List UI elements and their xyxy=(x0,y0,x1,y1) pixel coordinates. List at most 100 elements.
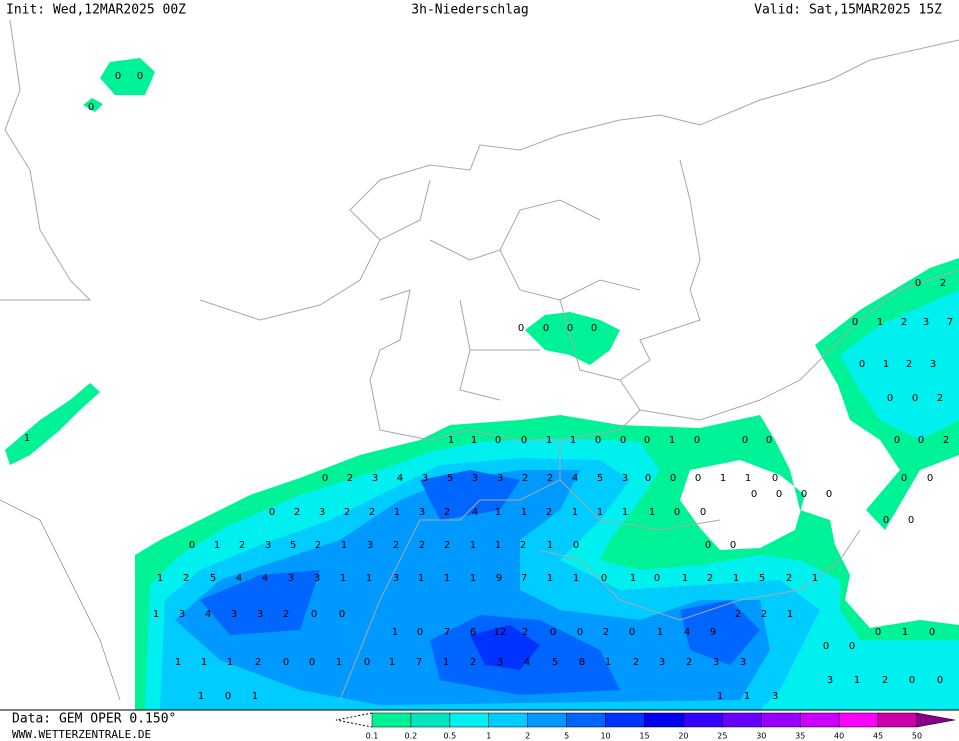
valid-time: Valid: Sat,15MAR2025 15Z xyxy=(754,3,942,18)
colorbar-box xyxy=(527,712,567,728)
precip-value: 0 xyxy=(620,435,626,446)
precip-value: 5 xyxy=(552,657,558,668)
precip-value: 0 xyxy=(705,540,711,551)
precip-value: 3 xyxy=(472,473,478,484)
precip-value: 1 xyxy=(418,573,424,584)
precip-value: 0 xyxy=(88,102,94,113)
website: WWW.WETTERZENTRALE.DE xyxy=(12,728,151,741)
precip-value: 3 xyxy=(930,359,936,370)
precip-value: 3 xyxy=(265,540,271,551)
precip-value: 4 xyxy=(572,473,578,484)
precip-value: 1 xyxy=(24,433,30,444)
precip-value: 1 xyxy=(153,609,159,620)
precip-area xyxy=(83,58,155,112)
precip-value: 3 xyxy=(659,657,665,668)
precip-value: 2 xyxy=(547,473,553,484)
precip-value: 0 xyxy=(115,71,121,82)
precip-value: 2 xyxy=(546,507,552,518)
precip-value: 0 xyxy=(776,489,782,500)
precip-value: 0 xyxy=(189,540,195,551)
precip-value: 1 xyxy=(470,573,476,584)
precip-value: 0 xyxy=(694,435,700,446)
precip-value: 1 xyxy=(547,573,553,584)
colorbar-label: 10 xyxy=(600,732,610,741)
precip-value: 5 xyxy=(290,540,296,551)
precip-value: 3 xyxy=(827,675,833,686)
precip-value: 1 xyxy=(495,540,501,551)
precip-value: 0 xyxy=(852,317,858,328)
precip-value: 1 xyxy=(392,627,398,638)
precip-value: 1 xyxy=(546,435,552,446)
colorbar-label: 25 xyxy=(717,732,727,741)
precip-value: 3 xyxy=(422,473,428,484)
precip-value: 0 xyxy=(849,641,855,652)
precip-value: 0 xyxy=(283,657,289,668)
precip-value: 2 xyxy=(761,609,767,620)
precip-value: 1 xyxy=(883,359,889,370)
precip-value: 1 xyxy=(389,657,395,668)
map-title: 3h-Niederschlag xyxy=(411,3,528,18)
precip-value: 1 xyxy=(669,435,675,446)
precip-value: 2 xyxy=(520,540,526,551)
colorbar-box xyxy=(644,712,684,728)
precip-value: 8 xyxy=(579,657,585,668)
precip-value: 0 xyxy=(742,435,748,446)
precip-value: 0 xyxy=(339,609,345,620)
precip-value: 1 xyxy=(657,627,663,638)
precip-value: 2 xyxy=(633,657,639,668)
precip-value: 2 xyxy=(603,627,609,638)
precip-value: 2 xyxy=(419,540,425,551)
precip-value: 12 xyxy=(494,627,507,638)
precip-value: 0 xyxy=(543,323,549,334)
precip-value: 1 xyxy=(682,573,688,584)
precip-value: 2 xyxy=(901,317,907,328)
precip-value: 2 xyxy=(347,473,353,484)
precip-value: 1 xyxy=(443,657,449,668)
state-border xyxy=(429,199,641,401)
precip-value: 1 xyxy=(570,435,576,446)
precip-value: 0 xyxy=(591,323,597,334)
precip-value: 4 xyxy=(472,507,478,518)
precip-value: 6 xyxy=(470,627,476,638)
precip-value: 1 xyxy=(521,507,527,518)
colorbar-low-arrow xyxy=(335,712,373,728)
precip-value: 1 xyxy=(572,507,578,518)
precip-value: 1 xyxy=(902,627,908,638)
precip-value: 1 xyxy=(336,657,342,668)
precip-labels: 0 000 20 1 2 3 70 0 0 00 1 2 30 0 21 1 1 0 0 1 1 0 0 0 1 0 0 0 0 0 20 2… xyxy=(24,71,953,702)
precip-value: 0 xyxy=(309,657,315,668)
precip-value: 1 xyxy=(744,691,750,702)
precip-value: 1 xyxy=(341,540,347,551)
precip-value: 0 xyxy=(322,473,328,484)
precip-value: 3 xyxy=(419,507,425,518)
init-time: Init: Wed,12MAR2025 00Z xyxy=(6,3,186,18)
precip-value: 1 xyxy=(340,573,346,584)
precip-area xyxy=(525,312,620,365)
precip-value: 4 xyxy=(684,627,690,638)
precip-value: 3 xyxy=(257,609,263,620)
precip-value: 3 xyxy=(288,573,294,584)
precip-value: 1 xyxy=(717,691,723,702)
precip-value: 0 xyxy=(766,435,772,446)
precip-value: 2 xyxy=(393,540,399,551)
precip-value: 0 xyxy=(883,515,889,526)
precip-value: 0 xyxy=(875,627,881,638)
precip-value: 2 xyxy=(686,657,692,668)
precip-value: 0 xyxy=(225,691,231,702)
colorbar-label: 0.1 xyxy=(366,732,379,741)
colorbar: 0.1 0.2 0.5 1 2 5 10 15 20 25 30 35 40 45 50 xyxy=(335,712,956,741)
precip-value: 5 xyxy=(597,473,603,484)
precip-value: 0 xyxy=(311,609,317,620)
colorbar-label: 1 xyxy=(486,732,491,741)
precip-value: 3 xyxy=(372,473,378,484)
precip-value: 4 xyxy=(524,657,530,668)
precip-value: 0 xyxy=(595,435,601,446)
colorbar-label: 40 xyxy=(834,732,844,741)
precip-area xyxy=(5,383,100,465)
precip-value: 1 xyxy=(471,435,477,446)
coastline xyxy=(0,19,959,321)
precip-value: 3 xyxy=(497,473,503,484)
precip-value: 1 xyxy=(605,657,611,668)
precip-area xyxy=(470,625,540,670)
precip-value: 9 xyxy=(710,627,716,638)
